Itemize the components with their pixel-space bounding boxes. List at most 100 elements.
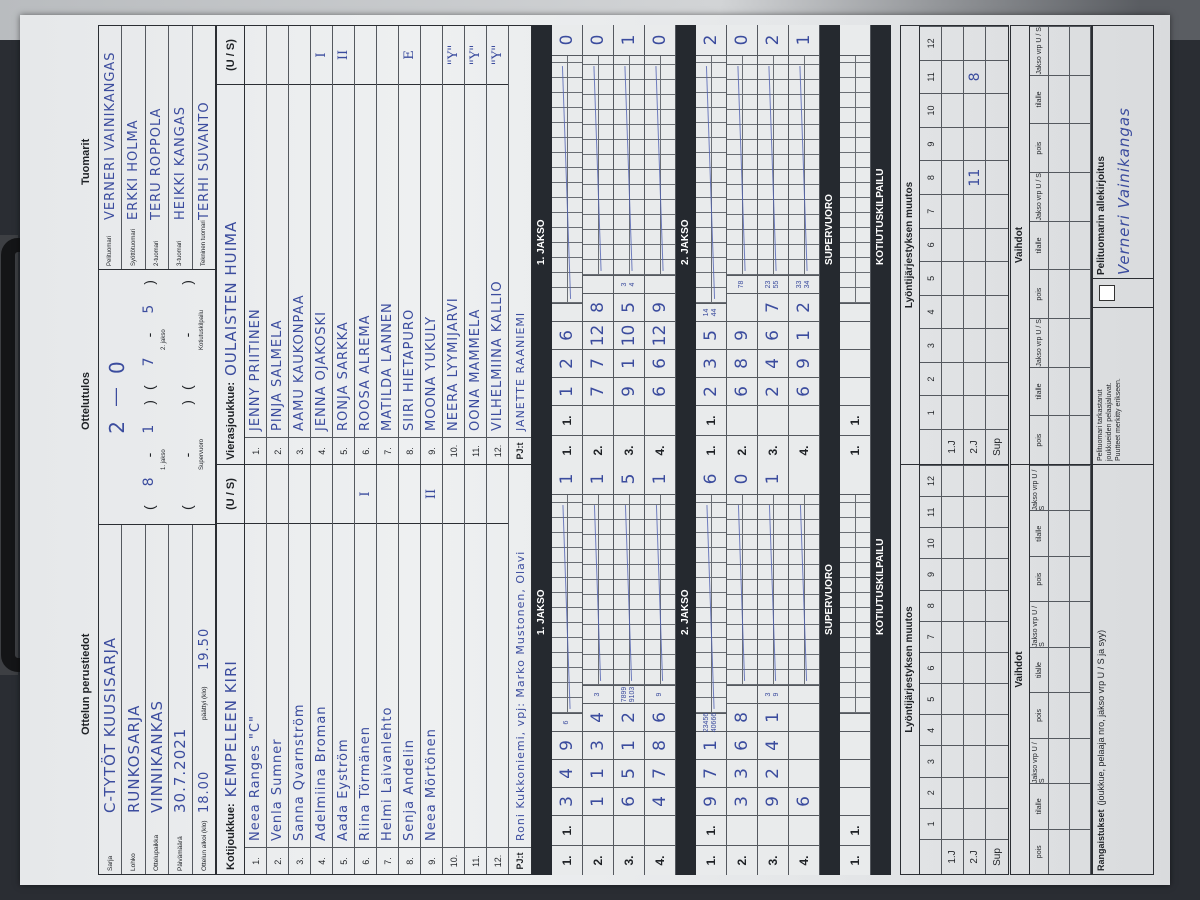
player-number: 4. <box>311 847 332 874</box>
batting-slot-label: 1. <box>840 845 870 875</box>
row-runs: 0 <box>588 34 608 46</box>
batter-number <box>789 703 819 731</box>
player-name: SIIRI HIETAPURO <box>402 308 417 431</box>
substitution-column: tilalle <box>1030 783 1048 829</box>
lineup-cell <box>986 776 1008 808</box>
batter-number: 4 <box>552 759 582 787</box>
period-band-label-home: SUPERVUORO <box>824 564 835 635</box>
player-name: Helmi Laivanlehto <box>380 706 395 841</box>
lineup-cell <box>986 294 1008 329</box>
info-label: Päivämäärä <box>176 836 184 871</box>
lineup-cell <box>964 395 985 429</box>
lineup-corner <box>920 429 941 464</box>
substitutions-title: Vaihdot <box>1011 26 1030 464</box>
referee-row: Syöttötuomari ERKKI HOLMA <box>122 26 146 269</box>
lineup-cell <box>964 776 985 808</box>
lineup-cell <box>964 328 985 362</box>
batter-number: 2 <box>614 703 644 731</box>
row-runs: 1 <box>557 473 577 485</box>
player-row: 9. Neea Mörtönen II <box>421 465 443 874</box>
lineup-cell <box>986 651 1008 684</box>
batter-extra: 23456 40666 <box>696 713 726 732</box>
batting-slot-label: 2. <box>583 435 613 465</box>
pen-stroke <box>624 505 633 681</box>
dash: - <box>179 332 195 338</box>
substitution-cell <box>1049 123 1069 172</box>
play-grid <box>614 55 644 275</box>
player-mark <box>289 465 310 524</box>
info-row: Päivämäärä 30.7.2021 <box>169 525 193 874</box>
player-number: 8. <box>399 437 420 464</box>
period-score: (-) <box>179 400 195 510</box>
lineup-cell <box>964 464 985 497</box>
lineup-cell <box>986 193 1008 228</box>
substitution-column: pois <box>1030 692 1048 738</box>
pen-stroke <box>561 66 572 299</box>
inning-row: 1. 1. 9 7 1 23456 40666 6 <box>696 464 727 875</box>
player-mark <box>377 465 398 524</box>
lineup-column-number: 10 <box>920 93 941 127</box>
lineup-cell: 8 <box>964 59 985 94</box>
info-value: RUNKOSARJA <box>124 704 143 813</box>
batter-extra <box>552 303 582 321</box>
batter-number: 9 <box>552 731 582 759</box>
batter-number: 7 <box>758 293 788 321</box>
lineup-cell <box>986 714 1008 746</box>
player-number: 11. <box>465 847 486 874</box>
player-mark <box>333 465 354 524</box>
batter-extra: 33 34 <box>789 275 819 293</box>
batter-number: 1 <box>614 731 644 759</box>
substitution-cell <box>1049 646 1069 693</box>
batter-number: 7 <box>583 377 613 405</box>
player-number: 2. <box>267 847 288 874</box>
inning-row: 3. 2 4 6 7 23 55 2 <box>758 25 789 465</box>
lineup-cell <box>986 93 1008 127</box>
lineup-cell <box>942 589 963 621</box>
batter-extra <box>840 713 870 731</box>
player-mark <box>377 26 398 85</box>
inning-row: 1. 1. <box>840 25 871 465</box>
paren: ( <box>179 505 195 510</box>
period-away-score: 5 <box>141 303 157 314</box>
period-band-label-home: 2. JAKSO <box>680 589 691 635</box>
lineup-cell <box>942 93 963 127</box>
batting-sub-label <box>727 815 757 845</box>
substitution-cell <box>1049 601 1069 647</box>
player-name: OONA MÄMMELÄ <box>468 308 483 431</box>
substitution-row <box>1070 465 1091 874</box>
play-grid <box>758 55 788 275</box>
period-score: (8 - 1) <box>141 400 157 510</box>
lineup-corner <box>920 839 941 874</box>
lineup-cell <box>942 59 963 94</box>
play-grid <box>552 494 582 713</box>
lineup-change-table: Lyöntijärjestyksen muutos 1 2 3 4 5 6 7 8 9 10 11 12… <box>900 464 1009 875</box>
lineup-cell <box>986 807 1008 839</box>
batter-number: 6 <box>645 349 675 377</box>
substitution-cell <box>1049 317 1069 367</box>
player-number: 9. <box>421 437 442 464</box>
substitution-column: pois <box>1030 123 1048 172</box>
referee-name: HEIKKI KANGAS <box>172 106 188 220</box>
pen-stroke <box>624 66 633 271</box>
verified-checkbox[interactable] <box>1099 285 1115 301</box>
period-home-score <box>179 350 195 372</box>
batter-extra-bottom: 9103 <box>629 686 636 703</box>
pen-stroke <box>768 66 777 271</box>
play-grid <box>840 494 870 713</box>
play-grid <box>727 494 757 685</box>
inning-row: 4. 4 7 8 6 9 1 <box>645 464 676 875</box>
lineup-cell <box>942 714 963 746</box>
paren: ) <box>141 280 157 285</box>
signature-label: Pelituomarin allekirjoitus <box>1096 156 1107 275</box>
lineup-column-number: 1 <box>920 395 941 429</box>
play-grid <box>696 494 726 713</box>
paren: ) <box>179 280 195 285</box>
player-number: 1. <box>245 847 266 874</box>
batter-extra: 14 44 <box>696 303 726 321</box>
player-number: 6. <box>355 847 376 874</box>
batting-slot-label: 4. <box>645 435 675 465</box>
batter-number <box>789 731 819 759</box>
paren: ( <box>141 385 157 390</box>
